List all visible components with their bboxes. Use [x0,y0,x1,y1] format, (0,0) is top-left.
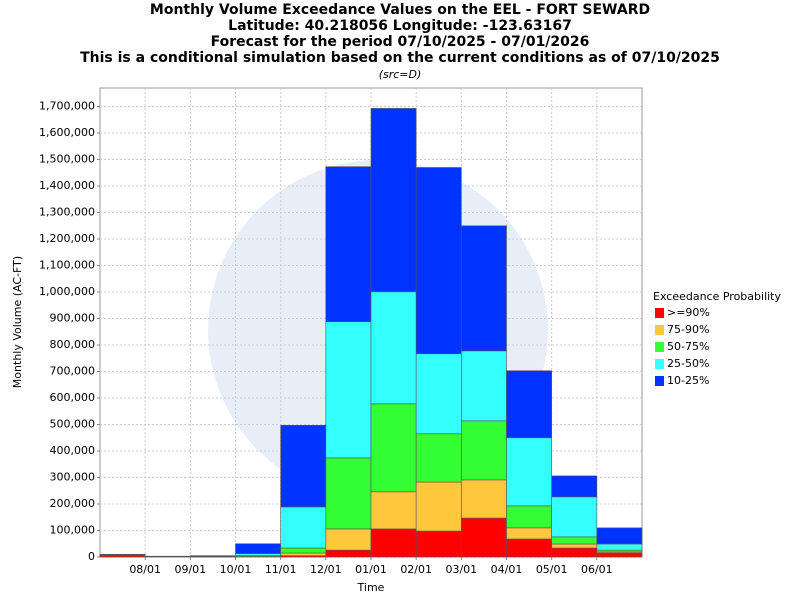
y-tick-label: 1,500,000 [39,153,95,166]
bar-segment [370,403,417,493]
legend-label: 50-75% [667,340,709,353]
legend-label: 75-90% [667,323,709,336]
bar-segment [506,538,552,558]
y-tick-label: 800,000 [50,338,96,351]
legend-swatch [655,359,664,369]
bar-segment [280,425,327,508]
bar-segment [370,108,417,293]
y-tick-label: 1,400,000 [39,179,95,192]
bar-segment [325,549,372,558]
bar-segment [280,506,327,549]
x-tick-label: 10/01 [220,563,252,576]
x-tick-label: 03/01 [445,563,477,576]
bar-segment [596,543,643,551]
bar-segment [415,353,462,435]
x-tick-label: 01/01 [355,563,387,576]
bar-segment [325,457,372,530]
legend-label: 10-25% [667,374,709,387]
y-tick-label: 1,000,000 [39,285,95,298]
source-note: (src=D) [379,68,422,81]
bar-segment [325,166,372,323]
legend-label: 25-50% [667,357,709,370]
bar-segment [370,528,417,558]
bar-segment [461,225,507,352]
x-tick-label: 05/01 [536,563,568,576]
chart-title: Monthly Volume Exceedance Values on the … [150,2,650,18]
y-tick-label: 300,000 [50,471,96,484]
bar-segment [415,167,462,355]
bar-segment [506,505,552,529]
legend-title: Exceedance Probability [653,290,781,303]
y-tick-label: 400,000 [50,444,96,457]
bar-segment [415,530,462,558]
bar-segment [551,475,598,498]
bar-segment [325,321,372,459]
y-tick-label: 900,000 [50,312,96,325]
bar-segment [596,552,643,558]
x-axis-label: Time [357,581,385,594]
bar-segment [235,553,281,556]
bar-segment [280,547,327,554]
bar-segment [551,543,598,549]
bar-segment [461,420,507,481]
bar-segment [415,433,462,483]
y-tick-label: 1,200,000 [39,232,95,245]
x-tick-label: 04/01 [491,563,523,576]
subtitle: Forecast for the period 07/10/2025 - 07/… [211,34,590,50]
x-tick-label: 12/01 [310,563,342,576]
bar-segment [461,479,507,519]
legend-swatch [655,342,664,352]
y-tick-label: 700,000 [50,365,96,378]
bar-segment [551,547,598,558]
legend-swatch [655,376,664,386]
bar-segment [415,481,462,532]
x-tick-label: 09/01 [174,563,206,576]
bar-segment [551,496,598,538]
bar-segment [370,291,417,405]
x-tick-label: 02/01 [400,563,432,576]
bar-segment [461,350,507,422]
x-tick-label: 11/01 [265,563,297,576]
bar-segment [506,527,552,540]
y-tick-label: 0 [88,550,95,563]
legend-swatch [655,308,664,318]
bar-segment [506,437,552,507]
bar-segment [551,536,598,545]
bar-segment [235,543,281,554]
y-tick-label: 1,300,000 [39,206,95,219]
x-tick-label: 08/01 [129,563,161,576]
bar-segment [596,527,643,545]
subtitle: This is a conditional simulation based o… [80,50,720,66]
bar-segment [506,370,552,439]
x-tick-label: 06/01 [581,563,613,576]
y-tick-label: 1,600,000 [39,126,95,139]
bar-segment [280,552,327,556]
legend-label: >=90% [667,306,710,319]
y-tick-label: 600,000 [50,391,96,404]
y-tick-label: 200,000 [50,497,96,510]
y-tick-label: 1,100,000 [39,259,95,272]
y-tick-label: 500,000 [50,418,96,431]
bar-segment [370,491,417,530]
y-tick-label: 100,000 [50,524,96,537]
subtitle: Latitude: 40.218056 Longitude: -123.6316… [228,18,572,34]
bar-segment [461,517,507,558]
legend-swatch [655,325,664,335]
bar-segment [325,528,372,551]
y-axis-label: Monthly Volume (AC-FT) [11,256,24,388]
y-tick-label: 1,700,000 [39,100,95,113]
